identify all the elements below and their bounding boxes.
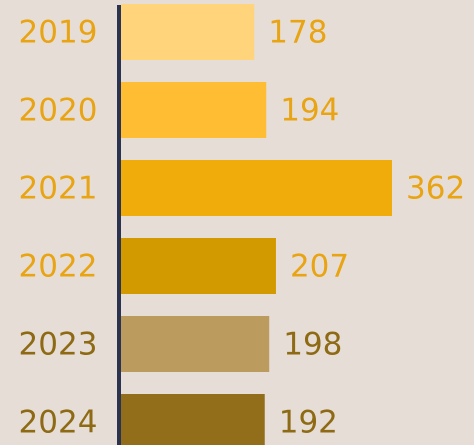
- value-label: 207: [290, 249, 349, 285]
- bar: [121, 238, 276, 294]
- bar: [121, 4, 255, 60]
- bar: [121, 316, 270, 372]
- category-label: 2022: [19, 249, 98, 285]
- value-label: 194: [280, 93, 339, 129]
- bar: [121, 82, 267, 138]
- value-label: 192: [279, 405, 338, 441]
- category-label: 2024: [19, 405, 98, 441]
- value-label: 178: [268, 15, 327, 51]
- category-label: 2023: [19, 327, 98, 363]
- category-label: 2021: [19, 171, 98, 207]
- bar: [121, 160, 392, 216]
- category-label: 2020: [19, 93, 98, 129]
- value-label: 362: [406, 171, 465, 207]
- value-label: 198: [283, 327, 342, 363]
- category-label: 2019: [19, 15, 98, 51]
- bar: [121, 394, 265, 445]
